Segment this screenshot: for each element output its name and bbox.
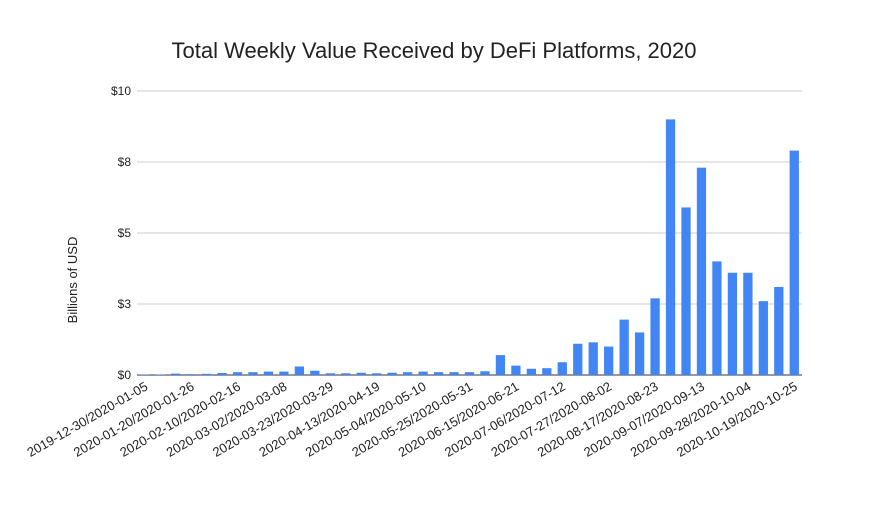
bar	[712, 261, 722, 375]
bar	[310, 370, 320, 375]
bar	[279, 371, 289, 375]
bar	[201, 373, 212, 375]
bar	[665, 119, 676, 376]
bar	[511, 365, 521, 375]
y-axis-label: Billions of USD	[65, 237, 80, 324]
bar	[403, 372, 413, 375]
bar	[758, 301, 768, 375]
bar	[604, 346, 614, 375]
bar	[171, 373, 181, 375]
y-tick-label: $10	[111, 84, 131, 98]
bar	[727, 272, 738, 375]
bar	[449, 372, 459, 375]
bar	[248, 372, 258, 375]
bar	[634, 332, 645, 375]
bar	[325, 373, 335, 375]
bar	[650, 298, 660, 375]
chart-title: Total Weekly Value Received by DeFi Plat…	[172, 38, 697, 63]
y-tick-label: $5	[118, 226, 132, 240]
bar	[294, 366, 305, 375]
y-tick-label: $3	[118, 297, 132, 311]
bar	[480, 371, 490, 375]
bar	[418, 371, 428, 375]
bar	[263, 371, 274, 375]
bar	[681, 207, 691, 375]
bar	[743, 272, 753, 375]
bar	[356, 372, 366, 375]
bar	[696, 167, 707, 375]
bar	[542, 368, 552, 375]
bar	[557, 362, 567, 375]
bar	[433, 372, 444, 375]
bar	[232, 372, 243, 375]
bar	[588, 342, 598, 375]
bar	[619, 319, 629, 375]
bar	[217, 373, 227, 375]
bar	[774, 286, 784, 375]
y-tick-label: $0	[118, 368, 132, 382]
bar	[526, 368, 536, 375]
bar	[573, 343, 583, 375]
bar	[341, 373, 351, 375]
bar	[372, 373, 382, 375]
bar	[140, 374, 150, 375]
bar	[387, 372, 397, 375]
bar	[789, 150, 799, 375]
bar	[495, 355, 506, 375]
bar	[155, 374, 165, 375]
bar	[186, 374, 196, 375]
bar	[464, 372, 475, 375]
y-tick-label: $8	[118, 155, 132, 169]
